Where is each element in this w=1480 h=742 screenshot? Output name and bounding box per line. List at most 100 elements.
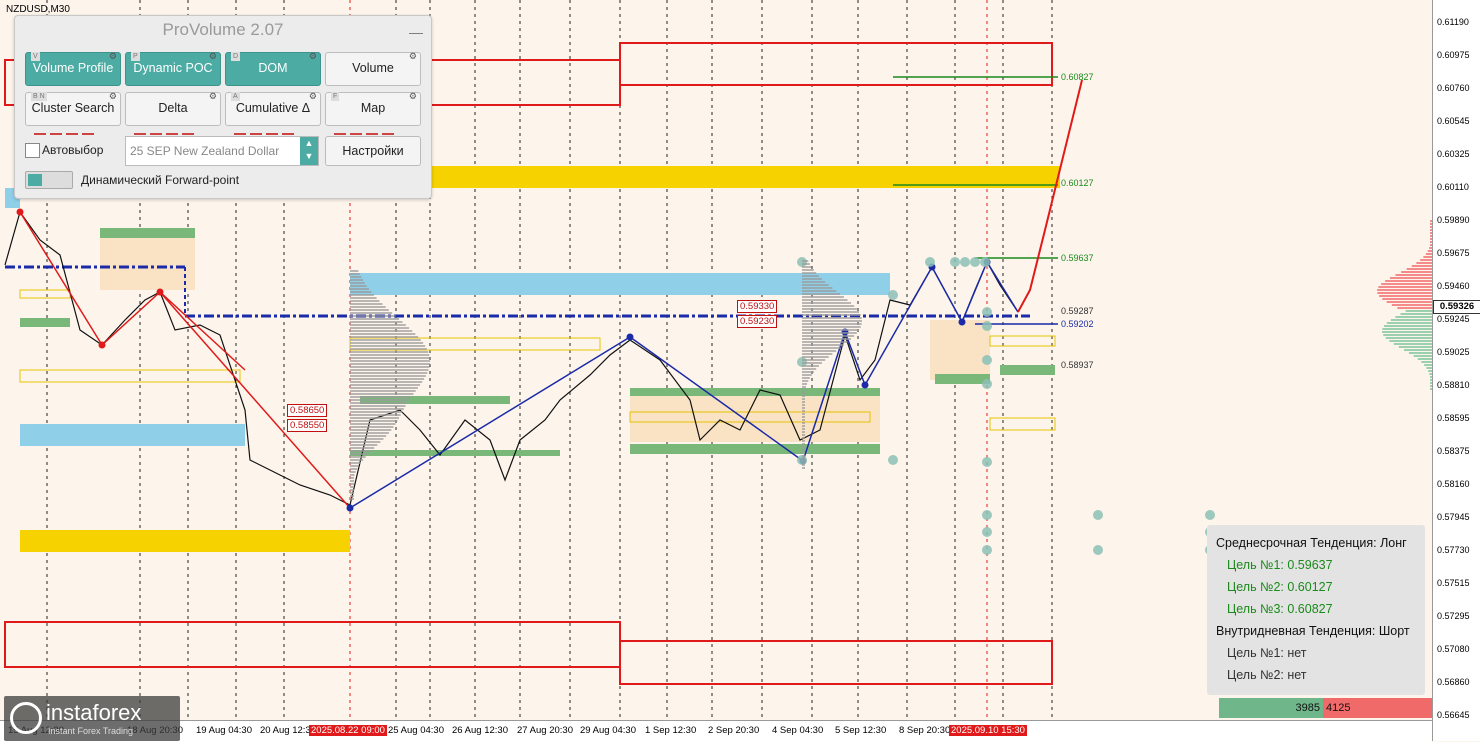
volume-profile-button[interactable]: Volume Profile V ⚙ (25, 51, 121, 95)
dom-bar (1423, 256, 1432, 258)
green-bar (1000, 365, 1055, 375)
volume-profile-bar (802, 386, 806, 388)
pivot-dot (626, 333, 634, 341)
teal-marker (982, 457, 992, 467)
trend-box: Среднесрочная Тенденция: Лонг Цель №1: 0… (1207, 525, 1425, 695)
indicator-dots (134, 80, 198, 95)
volume-profile-bar (802, 365, 819, 367)
volume-profile-bar (802, 353, 833, 355)
cumulative-delta-button[interactable]: Cumulative Δ A ⚙ (225, 91, 321, 135)
gear-icon[interactable]: ⚙ (408, 91, 417, 101)
volume-profile-bar (350, 402, 408, 404)
current-price-tag: 0.59326 (1433, 300, 1480, 314)
volume-balance-bar: 3985 4125 (1219, 698, 1432, 718)
cluster-search-button[interactable]: Cluster Search B N ⚙ (25, 91, 121, 135)
indicator-dots (334, 80, 398, 95)
yellow-box (19, 289, 71, 299)
volume-profile-bar (802, 368, 817, 370)
dom-bar (1430, 379, 1432, 381)
volume-profile-bar (350, 357, 430, 359)
volume-profile-bar (350, 348, 427, 350)
contract-select[interactable]: 25 SEP New Zealand Dollar ▲ ▼ (125, 136, 319, 166)
volume-profile-bar (350, 390, 416, 392)
target3-label: 0.60827 (1061, 72, 1094, 82)
volume-profile-bar (802, 440, 805, 442)
yellow-box (989, 335, 1056, 347)
gear-icon[interactable]: ⚙ (308, 91, 317, 101)
volume-profile-bar (802, 329, 860, 331)
volume-profile-bar (350, 354, 430, 356)
dom-bar (1379, 295, 1432, 297)
volume-profile-bar (802, 425, 805, 427)
dom-bar (1429, 373, 1432, 375)
hotkey-badge: F (331, 92, 340, 101)
gear-icon[interactable]: ⚙ (208, 91, 217, 101)
pivot-dot (98, 341, 106, 349)
price-tick: 0.57080 (1437, 644, 1470, 654)
volume-profile-bar (350, 363, 430, 365)
dom-button[interactable]: DOM D ⚙ (225, 51, 321, 95)
gear-icon[interactable]: ⚙ (108, 51, 117, 61)
yellow-box (989, 417, 1056, 431)
volume-profile-bar (802, 446, 805, 448)
volume-profile-bar (350, 351, 429, 353)
dom-bar (1382, 298, 1432, 300)
dom-bar (1408, 352, 1432, 354)
dynamic-poc-button[interactable]: Dynamic POC P ⚙ (125, 51, 221, 95)
time-label: 29 Aug 04:30 (580, 725, 636, 736)
volume-button[interactable]: Volume ⚙ (325, 51, 421, 95)
volume-profile-bar (350, 426, 394, 428)
auto-select-checkbox[interactable] (25, 143, 40, 158)
gear-icon[interactable]: ⚙ (308, 51, 317, 61)
settings-button[interactable]: Настройки (325, 136, 421, 166)
volume-profile-bar (350, 468, 358, 470)
minimize-button[interactable]: — (409, 24, 423, 40)
yellow-box (629, 411, 871, 423)
indicator-dots (134, 120, 198, 135)
volume-profile-bar (802, 464, 805, 466)
time-label: 19 Aug 04:30 (196, 725, 252, 736)
volume-profile-bar (802, 419, 805, 421)
contract-value: 25 SEP New Zealand Dollar (130, 144, 280, 158)
volume-profile-bar (802, 311, 860, 313)
volume-profile-bar (350, 324, 406, 326)
dom-bar (1428, 370, 1432, 372)
volume-profile-bar (802, 350, 837, 352)
price-chart[interactable] (0, 0, 1432, 720)
volume-profile-bar (802, 332, 857, 334)
volume-profile-bar (802, 407, 805, 409)
dom-bar (1390, 277, 1432, 279)
teal-marker (982, 527, 992, 537)
forward-point-toggle[interactable] (25, 171, 73, 189)
teal-marker (888, 290, 898, 300)
projection-line (1017, 79, 1083, 313)
dom-bar (1430, 223, 1432, 225)
price-tick: 0.57515 (1437, 578, 1470, 588)
volume-profile-bar (350, 459, 364, 461)
red-zigzag (159, 291, 351, 509)
volume-profile-bar (350, 471, 356, 473)
price-tick: 0.56860 (1437, 677, 1470, 687)
medium-trend-title: Среднесрочная Тенденция: Лонг (1216, 536, 1407, 550)
gear-icon[interactable]: ⚙ (108, 91, 117, 101)
gear-icon[interactable]: ⚙ (208, 51, 217, 61)
hotkey-badge: P (131, 52, 140, 61)
volume-profile-bar (802, 416, 805, 418)
volume-profile-bar (802, 290, 837, 292)
medium-goal: Цель №1: 0.59637 (1227, 558, 1333, 572)
volume-profile-bar (350, 489, 354, 491)
gear-icon[interactable]: ⚙ (408, 51, 417, 61)
level-label-3: 0.58937 (1061, 360, 1094, 370)
dom-bar (1383, 325, 1432, 327)
button-label: Delta (158, 101, 188, 115)
delta-button[interactable]: Delta ⚙ (125, 91, 221, 135)
spinner-arrows-icon[interactable]: ▲ ▼ (300, 137, 318, 165)
volume-profile-bar (350, 477, 354, 479)
volume-profile-bar (350, 414, 401, 416)
map-button[interactable]: Map F ⚙ (325, 91, 421, 135)
price-tick: 0.59890 (1437, 215, 1470, 225)
teal-marker (982, 379, 992, 389)
price-axis[interactable]: 0.61190 0.60975 0.60760 0.60545 0.60325 0.601… (1432, 0, 1480, 741)
